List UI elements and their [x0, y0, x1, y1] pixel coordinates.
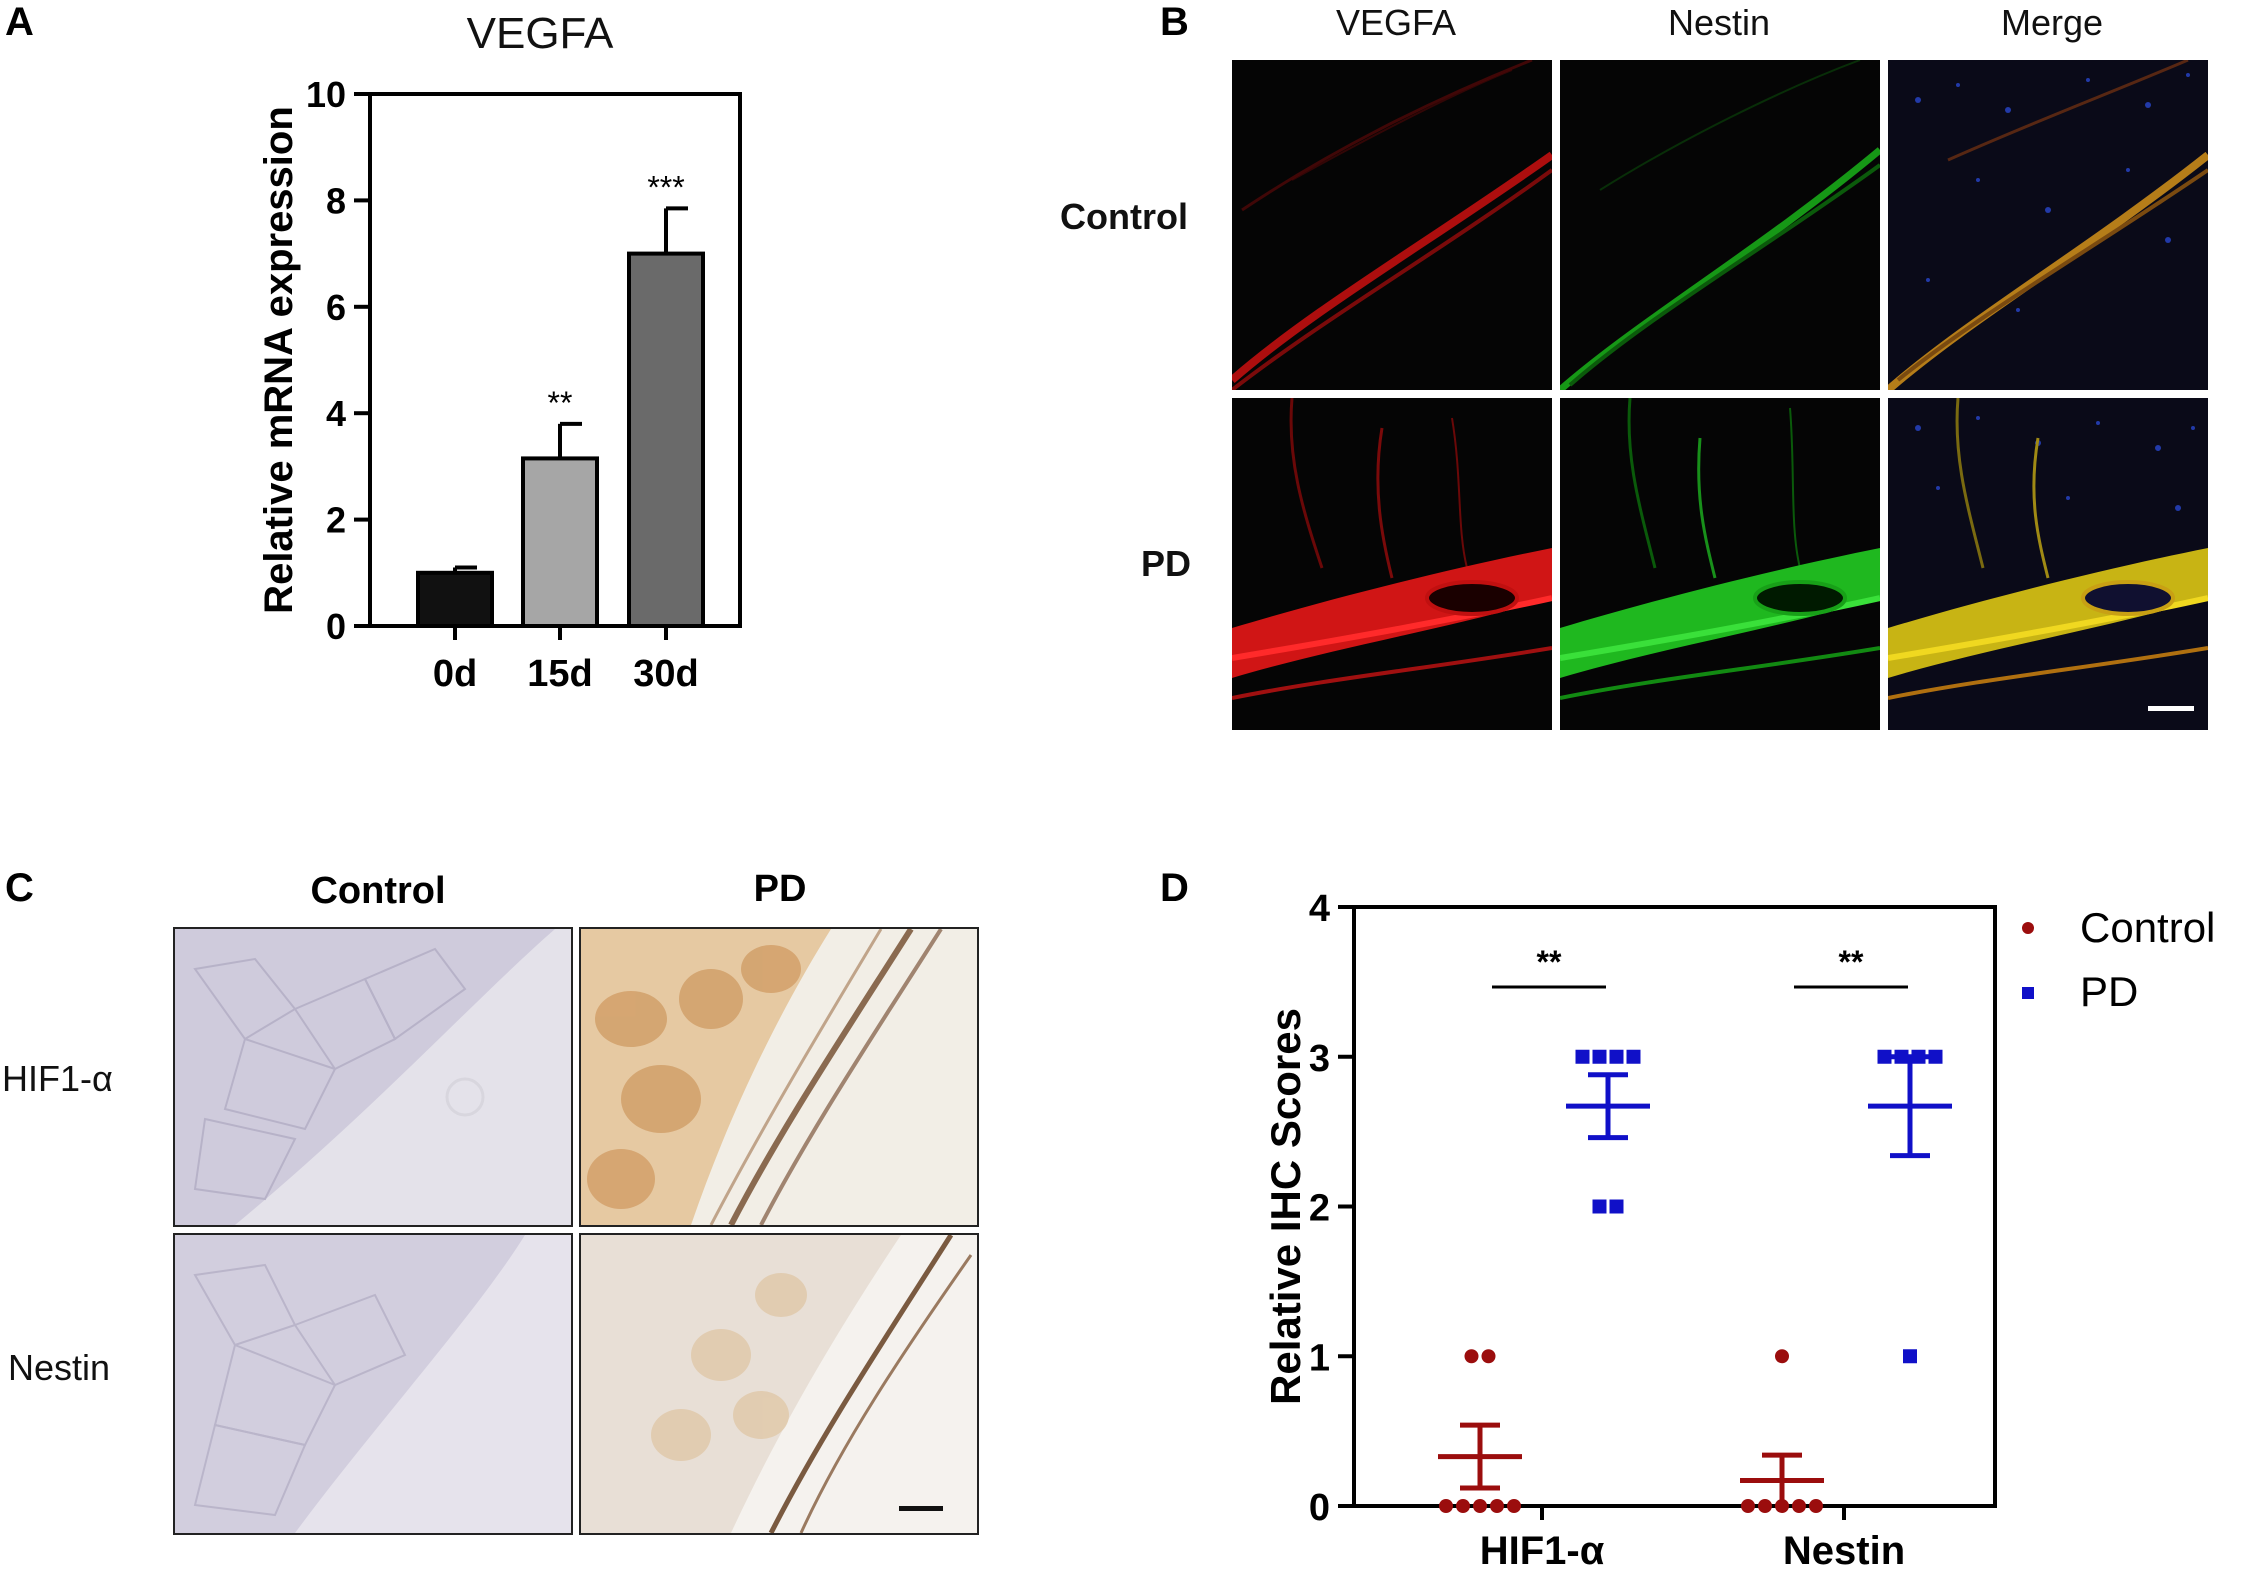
data-point-pd [1903, 1349, 1917, 1364]
significance-label: ** [548, 385, 573, 421]
data-point-pd [1626, 1049, 1641, 1064]
legend-marker-pd [2022, 987, 2034, 999]
data-point-control [1741, 1499, 1755, 1513]
column-label-control: Control [310, 870, 446, 912]
panel-letter-c: C [5, 866, 34, 910]
column-label-nestin: Nestin [1668, 2, 1771, 43]
y-tick-label: 2 [1309, 1188, 1330, 1230]
bar [416, 570, 494, 628]
x-tick-label: HIF1-α [1480, 1529, 1605, 1573]
data-point-control [1473, 1499, 1487, 1513]
data-point-control [1481, 1349, 1496, 1364]
significance-label: ** [1537, 944, 1562, 980]
ihc-control-nestin [173, 1233, 573, 1535]
legend-label-control: Control [2080, 904, 2215, 951]
micrograph-pd-vegfa [1232, 398, 1552, 730]
significance-label: ** [1839, 944, 1864, 980]
x-tick-label: Nestin [1783, 1529, 1905, 1573]
significance-label: *** [647, 169, 684, 205]
row-label-control: Control [1060, 196, 1188, 237]
panel-letter-a: A [5, 0, 34, 44]
data-point-control [1464, 1349, 1479, 1364]
chart-a: VEGFA Relative mRNA expression 0 2 4 6 8 10 0d 15… [257, 9, 742, 695]
data-point-pd [1575, 1049, 1590, 1064]
micrograph-pd-nestin [1560, 398, 1880, 730]
micrograph-control-vegfa [1232, 60, 1552, 390]
y-tick-label: 6 [326, 287, 346, 328]
ihc-control-hif1a [173, 927, 573, 1227]
y-tick-label: 10 [306, 74, 346, 115]
scale-bar [899, 1506, 943, 1511]
y-tick-label: 8 [326, 180, 346, 221]
micrograph-control-nestin [1560, 60, 1880, 390]
data-point-pd [1592, 1199, 1607, 1214]
x-tick-label: 30d [633, 653, 698, 695]
y-axis-label: Relative mRNA expression [257, 106, 301, 614]
data-point-control [1490, 1499, 1504, 1513]
data-point-pd [1592, 1049, 1607, 1064]
y-tick-label: 2 [326, 500, 346, 541]
y-tick-label: 3 [1309, 1038, 1330, 1080]
data-point-pd [1928, 1049, 1943, 1064]
y-tick-label: 1 [1309, 1337, 1330, 1379]
legend-label-pd: PD [2080, 968, 2138, 1015]
data-point-pd [1877, 1049, 1892, 1064]
y-tick-label: 0 [1309, 1487, 1330, 1529]
data-point-control [1758, 1499, 1772, 1513]
row-label-pd: PD [1141, 543, 1192, 584]
panel-letter-b: B [1160, 0, 1189, 44]
chart-title: VEGFA [467, 9, 614, 58]
bar [627, 251, 705, 628]
x-tick-label: 0d [433, 653, 477, 695]
chart-d: Relative IHC Scores 0 1 2 3 4 HIF1-α Nestin ** **… [1262, 888, 2215, 1573]
column-label-pd: PD [753, 868, 807, 910]
ihc-pd-hif1a [579, 927, 979, 1227]
panel-letter-d: D [1160, 866, 1189, 910]
data-point-pd [1609, 1199, 1624, 1214]
x-tick-label: 15d [527, 653, 592, 695]
column-label-merge: Merge [2001, 2, 2104, 43]
y-tick-label: 4 [1309, 888, 1330, 930]
legend-marker-control [2022, 922, 2034, 934]
data-point-control [1775, 1349, 1789, 1364]
y-tick-label: 4 [326, 393, 346, 434]
micrograph-pd-merge [1888, 398, 2208, 730]
column-label-vegfa: VEGFA [1336, 2, 1457, 43]
data-point-control [1792, 1499, 1806, 1513]
row-label-hif1a: HIF1-α [2, 1058, 113, 1099]
ihc-pd-nestin [579, 1233, 979, 1535]
data-point-control [1439, 1499, 1453, 1513]
micrograph-control-merge [1888, 60, 2208, 390]
data-point-control [1507, 1499, 1521, 1513]
data-point-control [1456, 1499, 1470, 1513]
y-tick-label: 0 [326, 606, 346, 647]
data-point-pd [1609, 1049, 1624, 1064]
scale-bar [2148, 706, 2194, 711]
row-label-nestin: Nestin [8, 1347, 111, 1388]
plot-frame [1352, 905, 1997, 1508]
y-axis-label: Relative IHC Scores [1262, 1008, 1309, 1405]
data-point-control [1809, 1499, 1823, 1513]
bar [521, 456, 599, 629]
